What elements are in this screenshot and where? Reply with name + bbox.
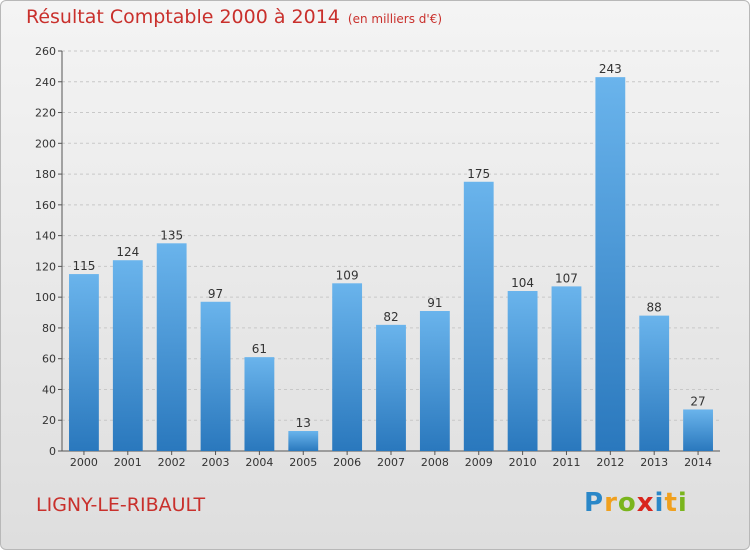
y-tick-label: 0 xyxy=(49,445,56,458)
commune-name: LIGNY-LE-RIBAULT xyxy=(36,494,206,516)
y-tick-label: 100 xyxy=(35,291,56,304)
data-label: 243 xyxy=(599,62,622,76)
y-tick-label: 80 xyxy=(42,322,56,335)
logo-letter: x xyxy=(636,488,655,518)
x-tick-label: 2003 xyxy=(202,456,230,469)
chart-title: Résultat Comptable 2000 à 2014 (en millie… xyxy=(26,6,442,28)
x-tick-label: 2012 xyxy=(596,456,624,469)
x-tick-label: 2001 xyxy=(114,456,142,469)
bar xyxy=(551,286,582,451)
data-label: 135 xyxy=(160,228,183,242)
data-label: 82 xyxy=(383,310,398,324)
logo-letter: o xyxy=(617,488,637,518)
x-tick-label: 2011 xyxy=(552,456,580,469)
bar xyxy=(595,77,626,452)
y-tick-label: 120 xyxy=(35,260,56,273)
data-label: 13 xyxy=(296,416,311,430)
x-tick-label: 2007 xyxy=(377,456,405,469)
data-label: 61 xyxy=(252,342,267,356)
labels: 2000 115 2001 124 2002 135 2003 97 2004 61 2005 13 2… xyxy=(70,62,712,469)
x-tick-label: 2010 xyxy=(509,456,537,469)
bar xyxy=(419,311,450,451)
bar xyxy=(69,274,99,451)
bar xyxy=(156,243,187,451)
logo-letter: t xyxy=(664,488,678,518)
y-tick-label: 220 xyxy=(35,107,56,120)
data-label: 124 xyxy=(116,245,139,259)
x-tick-label: 2006 xyxy=(333,456,361,469)
bar xyxy=(507,291,538,451)
bar xyxy=(244,357,275,451)
bar xyxy=(332,283,363,451)
data-label: 88 xyxy=(647,301,662,315)
logo-letter: i xyxy=(654,488,665,518)
logo-letter: P xyxy=(584,488,605,518)
bar xyxy=(376,324,406,451)
data-label: 107 xyxy=(555,271,578,285)
x-tick-label: 2009 xyxy=(465,456,493,469)
data-label: 104 xyxy=(511,276,534,290)
bar xyxy=(463,181,494,451)
bar xyxy=(683,409,713,451)
proxiti-logo: Proxiti xyxy=(584,488,688,518)
data-label: 175 xyxy=(467,167,490,181)
logo-letter: r xyxy=(604,488,618,518)
y-tick-label: 20 xyxy=(42,414,56,427)
x-tick-label: 2008 xyxy=(421,456,449,469)
y-tick-label: 240 xyxy=(35,76,56,89)
x-tick-label: 2000 xyxy=(70,456,98,469)
y-tick-label: 200 xyxy=(35,137,56,150)
data-label: 91 xyxy=(427,296,442,310)
x-tick-label: 2002 xyxy=(158,456,186,469)
x-tick-label: 2013 xyxy=(640,456,668,469)
data-label: 109 xyxy=(336,268,359,282)
y-tick-label: 160 xyxy=(35,199,56,212)
y-tick-label: 140 xyxy=(35,230,56,243)
y-tick-label: 40 xyxy=(42,383,56,396)
data-label: 97 xyxy=(208,287,223,301)
bar xyxy=(200,301,231,451)
chart-title-text: Résultat Comptable 2000 à 2014 xyxy=(26,6,340,28)
y-tick-label: 60 xyxy=(42,353,56,366)
x-tick-label: 2005 xyxy=(289,456,317,469)
bar xyxy=(639,315,670,451)
bar xyxy=(288,431,319,451)
x-tick-label: 2004 xyxy=(245,456,273,469)
chart-subtitle: (en milliers d'€) xyxy=(347,12,443,26)
logo-letter: i xyxy=(677,488,688,518)
data-label: 115 xyxy=(72,259,95,273)
y-tick-label: 260 xyxy=(35,45,56,58)
data-label: 27 xyxy=(690,394,705,408)
bar xyxy=(112,260,143,451)
bars xyxy=(69,77,713,452)
y-tick-label: 180 xyxy=(35,168,56,181)
x-tick-label: 2014 xyxy=(684,456,712,469)
